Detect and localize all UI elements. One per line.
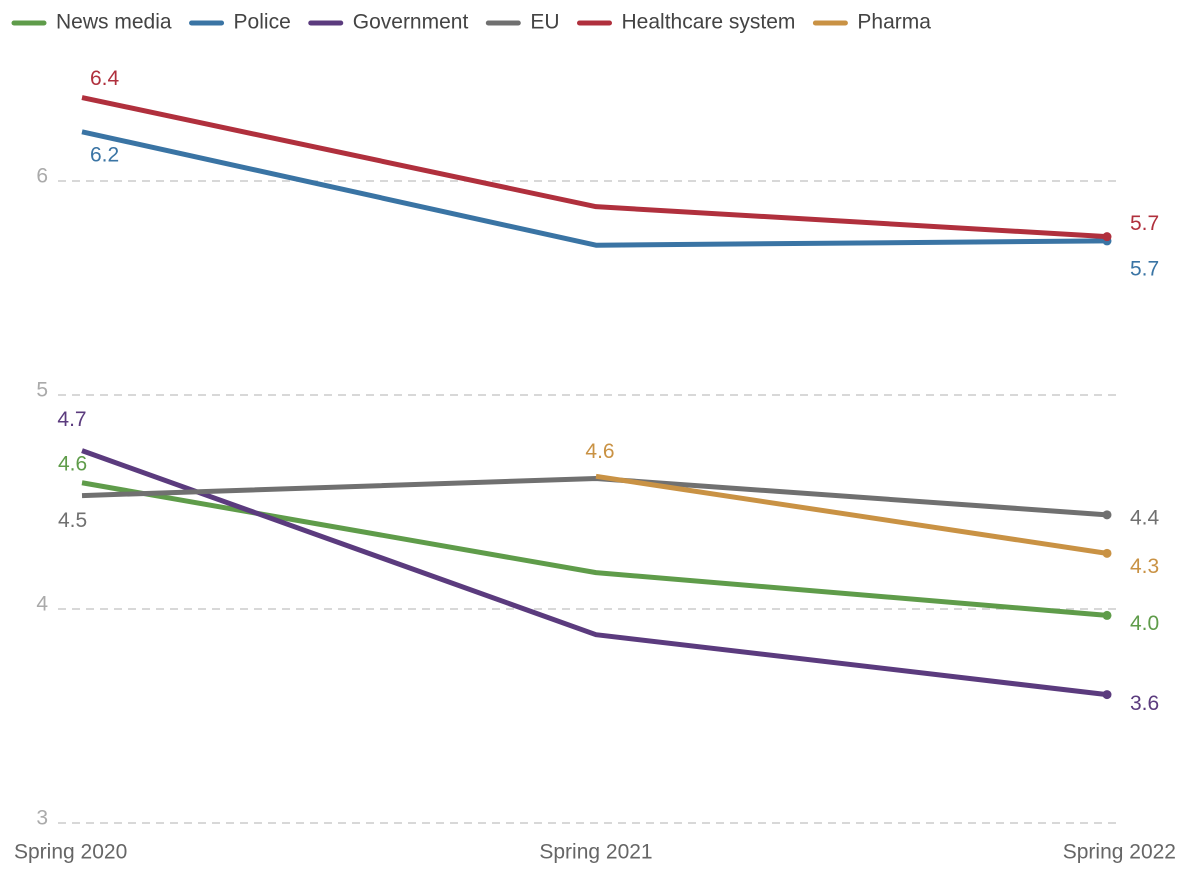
- y-tick-label: 6: [36, 165, 48, 188]
- series-line: [81, 95, 1108, 240]
- end-dot: [1102, 232, 1112, 242]
- legend-label: Police: [234, 11, 291, 34]
- x-tick-label: Spring 2021: [539, 841, 652, 864]
- value-label: 3.6: [1130, 692, 1159, 715]
- series-line: [81, 129, 1108, 248]
- end-dot: [1102, 510, 1112, 520]
- value-label: 6.2: [90, 143, 119, 166]
- value-label: 4.6: [58, 452, 87, 475]
- y-tick-label: 5: [36, 379, 48, 402]
- x-tick-label: Spring 2020: [14, 841, 127, 864]
- value-label: 4.0: [1130, 612, 1159, 635]
- end-dot: [1102, 610, 1112, 620]
- legend-label: News media: [56, 11, 172, 34]
- value-label: 4.6: [585, 440, 614, 463]
- value-label: 5.7: [1130, 257, 1159, 280]
- value-label: 4.5: [58, 509, 87, 532]
- value-label: 6.4: [90, 67, 120, 90]
- legend-label: Government: [353, 11, 469, 34]
- y-tick-label: 4: [36, 593, 48, 616]
- end-dot: [1102, 548, 1112, 558]
- value-label: 4.3: [1130, 555, 1159, 578]
- series-line: [81, 448, 1108, 698]
- end-dot: [1102, 690, 1112, 700]
- value-label: 5.7: [1130, 212, 1159, 235]
- legend-label: Healthcare system: [622, 11, 796, 34]
- x-tick-label: Spring 2022: [1063, 841, 1176, 864]
- y-tick-label: 3: [36, 807, 48, 830]
- value-label: 4.7: [57, 408, 86, 431]
- series-line: [595, 473, 1108, 556]
- legend-label: Pharma: [857, 11, 931, 34]
- legend-label: EU: [530, 11, 559, 34]
- value-label: 4.4: [1130, 506, 1160, 529]
